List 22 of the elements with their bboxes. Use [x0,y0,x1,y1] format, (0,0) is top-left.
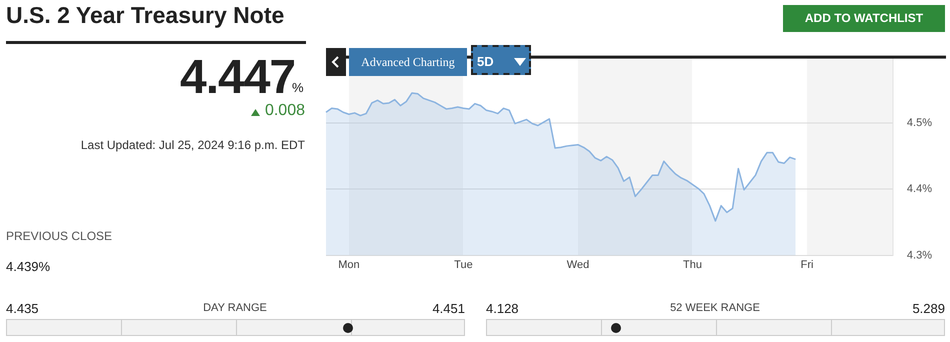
y-tick-label: 4.4% [906,183,932,196]
text: 4.439% [6,259,50,274]
text: 0.008 [264,102,305,120]
text: 5.289 [911,301,945,316]
x-tick-label: Tue [454,259,473,272]
text: 52 WEEK RANGE [669,302,761,314]
text: DAY RANGE [202,302,268,314]
y-tick-label: 4.3% [906,249,932,262]
charting-button: Advanced Charting [349,48,467,76]
period-dropdown: 5D [471,45,531,75]
watchlist-button: ADD TO WATCHLIST [783,5,945,32]
text: 4.451 [431,301,465,316]
text: PREVIOUS CLOSE [6,229,112,243]
y-tick-label: 4.5% [906,116,932,129]
text: Last Updated: Jul 25, 2024 9:16 p.m. EDT [80,138,305,152]
chart-title: U.S. 2 Year Treasury Note [6,2,284,29]
text: 4.128 [486,301,519,316]
text: 4.435 [6,301,39,316]
x-tick-label: Thu [683,259,702,272]
x-tick-label: Fri [800,259,814,272]
x-tick-label: Wed [566,259,590,272]
x-tick-label: Mon [338,259,360,272]
